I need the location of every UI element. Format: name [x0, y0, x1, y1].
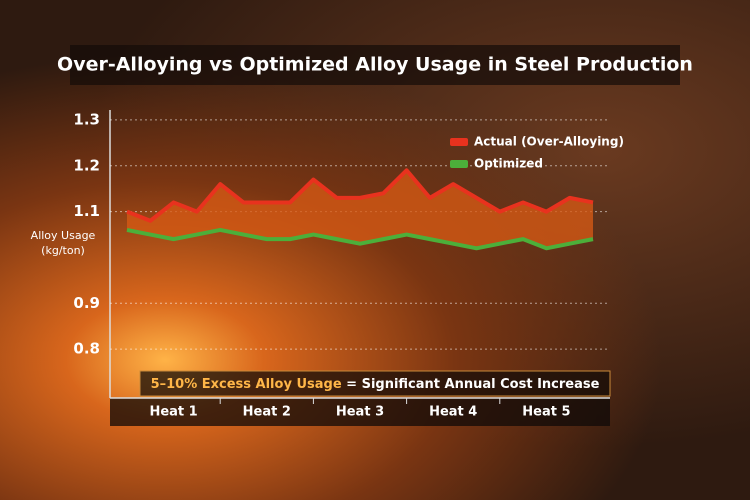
- annotation-highlight: 5–10% Excess Alloy Usage: [151, 377, 342, 392]
- annotation: 5–10% Excess Alloy Usage = Significant A…: [151, 377, 600, 392]
- title-banner: [70, 45, 680, 85]
- x-tick-label: Heat 1: [149, 405, 197, 420]
- annotation-box: [139, 370, 611, 397]
- x-tick-label: Heat 5: [522, 405, 570, 420]
- x-tick-label: Heat 4: [429, 405, 477, 420]
- x-tick-label: Heat 2: [243, 405, 291, 420]
- excess-area: [127, 170, 593, 249]
- x-tick-label: Heat 3: [336, 405, 384, 420]
- y-tick-label: 0.8: [73, 340, 100, 358]
- series-line: [126, 227, 594, 251]
- chart-title: Over-Alloying vs Optimized Alloy Usage i…: [57, 54, 693, 76]
- y-tick-label: 0.9: [73, 294, 100, 312]
- legend-label: Optimized: [474, 157, 543, 171]
- legend-label: Actual (Over-Alloying): [474, 135, 624, 149]
- y-tick-label: 1.2: [73, 156, 100, 174]
- legend-swatch: [450, 160, 468, 168]
- y-axis-label: Alloy Usage (kg/ton): [30, 229, 96, 257]
- legend-swatch: [450, 138, 468, 146]
- y-tick-label: 1.1: [73, 202, 100, 220]
- x-axis-band: [110, 398, 610, 426]
- annotation-text: = Significant Annual Cost Increase: [346, 377, 599, 392]
- series-line: [126, 168, 594, 223]
- y-tick-label: 1.3: [73, 110, 100, 128]
